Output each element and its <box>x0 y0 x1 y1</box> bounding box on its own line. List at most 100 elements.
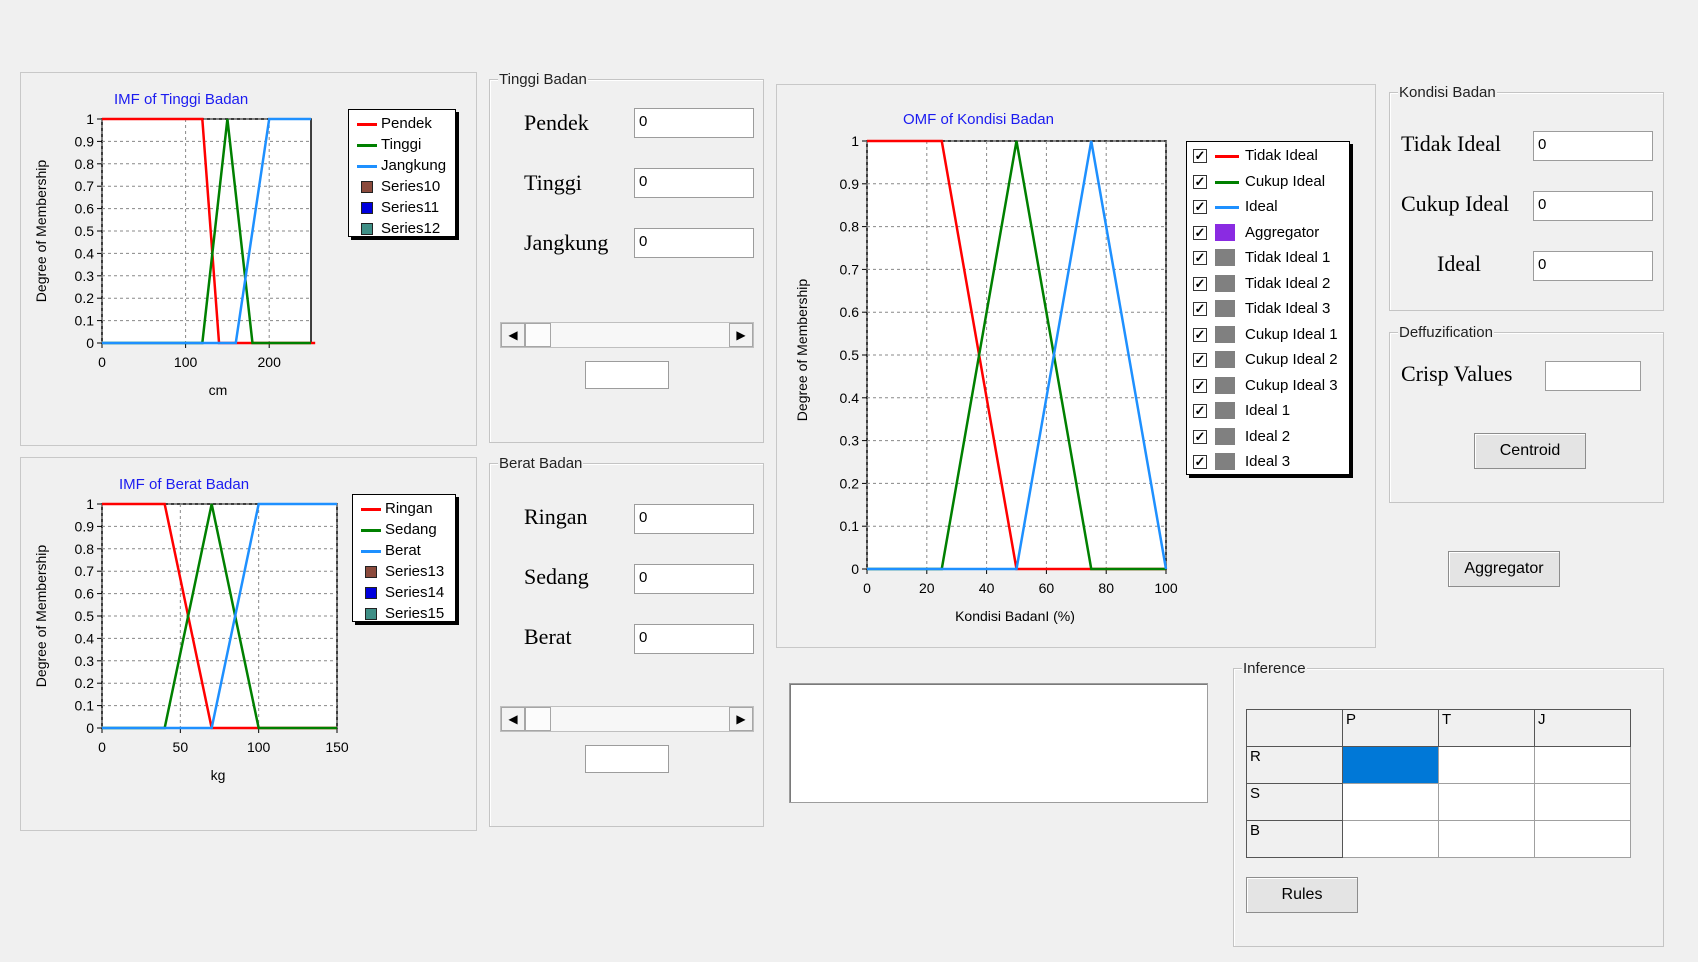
table-cell[interactable] <box>1534 746 1631 784</box>
header-cell: P <box>1342 709 1439 747</box>
table-cell[interactable] <box>1342 746 1439 784</box>
y-tick-label: 1 <box>86 111 94 127</box>
y-tick-label: 0.9 <box>840 176 860 192</box>
y-tick-label: 0 <box>86 720 94 736</box>
legend-checkbox[interactable]: ✓ <box>1193 199 1207 214</box>
y-tick-label: 0.6 <box>75 201 95 217</box>
scroll-thumb[interactable] <box>525 323 551 347</box>
y-axis-label: Degree of Membership <box>794 279 810 422</box>
legend-label: Series12 <box>381 220 441 237</box>
legend-label: Series15 <box>385 605 445 622</box>
legend-label: Berat <box>385 542 421 559</box>
legend-swatch <box>365 566 377 578</box>
legend-checkbox[interactable]: ✓ <box>1193 250 1207 265</box>
pendek-label: Pendek <box>524 110 589 135</box>
scroll-thumb[interactable] <box>525 707 551 731</box>
legend-checkbox[interactable]: ✓ <box>1193 301 1207 316</box>
legend-checkbox[interactable]: ✓ <box>1193 148 1207 163</box>
y-tick-label: 0.2 <box>840 475 860 491</box>
legend-swatch <box>1215 376 1235 394</box>
pendek-input[interactable]: 0 <box>634 108 754 138</box>
legend-label: Tidak Ideal 2 <box>1245 274 1331 292</box>
legend-label: Jangkung <box>381 157 447 174</box>
legend-checkbox[interactable]: ✓ <box>1193 428 1207 444</box>
table-cell[interactable] <box>1438 746 1535 784</box>
ideal-input[interactable]: 0 <box>1533 251 1653 281</box>
table-cell[interactable] <box>1342 783 1439 821</box>
table-cell[interactable] <box>1438 820 1535 858</box>
y-tick-label: 0.3 <box>75 268 95 284</box>
deffuzification-group: Deffuzification Crisp Values Centroid <box>1389 324 1664 503</box>
ringan-input[interactable]: 0 <box>634 504 754 534</box>
legend-checkbox[interactable]: ✓ <box>1193 173 1207 189</box>
chart-title: IMF of Berat Badan <box>119 476 250 493</box>
y-tick-label: 0.5 <box>75 608 95 624</box>
tinggi-scrollbar[interactable]: ◀ ▶ <box>500 322 754 348</box>
series-line-jangkung <box>102 117 311 345</box>
berat-input[interactable]: 0 <box>634 624 754 654</box>
table-cell[interactable] <box>1342 820 1439 858</box>
legend-checkbox[interactable]: ✓ <box>1193 377 1207 393</box>
legend-swatch <box>357 123 377 126</box>
x-tick-label: 40 <box>979 580 995 596</box>
x-tick-label: 100 <box>1154 580 1178 596</box>
crisp-values-label: Crisp Values <box>1401 361 1513 386</box>
legend-label: Cukup Ideal <box>1245 172 1326 190</box>
berat-label: Berat <box>524 624 572 649</box>
scroll-right-icon[interactable]: ▶ <box>729 323 753 347</box>
y-tick-label: 0.9 <box>75 518 95 534</box>
output-textarea[interactable] <box>789 683 1208 803</box>
row-header: S <box>1246 783 1343 821</box>
omf-kondisi-panel: OMF of Kondisi Badan 1 0.9 0.8 0.7 0.6 0.5 0.4… <box>776 84 1376 648</box>
tidak-ideal-input[interactable]: 0 <box>1533 131 1653 161</box>
chart-title: OMF of Kondisi Badan <box>903 111 1054 128</box>
y-tick-label: 0.5 <box>75 223 95 239</box>
legend-checkbox[interactable]: ✓ <box>1193 403 1207 418</box>
y-tick-label: 0.7 <box>840 261 860 277</box>
legend-checkbox[interactable]: ✓ <box>1193 224 1207 240</box>
legend-checkbox[interactable]: ✓ <box>1193 454 1207 469</box>
legend-swatch <box>1215 180 1239 184</box>
scroll-left-icon[interactable]: ◀ <box>501 323 525 347</box>
chart-legend: ✓ Tidak Ideal ✓ Cukup Ideal ✓ Ideal ✓ Aggregato… <box>1186 141 1350 475</box>
y-axis-label: Degree of Membership <box>33 545 49 688</box>
legend-swatch <box>361 202 373 214</box>
berat-badan-group: Berat Badan Ringan 0 Sedang 0 Berat 0 ◀ … <box>489 455 764 827</box>
rules-button[interactable]: Rules <box>1246 877 1358 913</box>
y-tick-label: 0.8 <box>840 219 860 235</box>
y-tick-label: 0.6 <box>75 586 95 602</box>
table-cell[interactable] <box>1534 783 1631 821</box>
berat-scrollbar[interactable]: ◀ ▶ <box>500 706 754 732</box>
aggregator-button[interactable]: Aggregator <box>1448 551 1560 587</box>
legend-swatch <box>361 550 381 553</box>
legend-swatch <box>1215 427 1235 445</box>
header-cell <box>1246 709 1343 747</box>
jangkung-input[interactable]: 0 <box>634 228 754 258</box>
centroid-button[interactable]: Centroid <box>1474 433 1586 469</box>
kondisi-badan-group: Kondisi Badan Tidak Ideal 0 Cukup Ideal … <box>1389 84 1664 311</box>
table-cell[interactable] <box>1438 783 1535 821</box>
sedang-input[interactable]: 0 <box>634 564 754 594</box>
group-legend: Berat Badan <box>498 455 584 472</box>
legend-swatch <box>1215 206 1239 209</box>
crisp-values-input[interactable] <box>1545 361 1641 391</box>
scroll-right-icon[interactable]: ▶ <box>729 707 753 731</box>
legend-swatch <box>365 608 377 620</box>
berat-value-field[interactable] <box>585 745 669 773</box>
table-cell[interactable] <box>1534 820 1631 858</box>
legend-swatch <box>1215 453 1235 470</box>
tinggi-value-field[interactable] <box>585 361 669 389</box>
legend-checkbox[interactable]: ✓ <box>1193 275 1207 291</box>
legend-checkbox[interactable]: ✓ <box>1193 352 1207 367</box>
cukup-ideal-input[interactable]: 0 <box>1533 191 1653 221</box>
y-tick-label: 0.7 <box>75 563 95 579</box>
legend-swatch <box>1215 300 1235 317</box>
inference-group: Inference P T J R S B Rules <box>1233 660 1664 947</box>
legend-swatch <box>1215 402 1235 419</box>
tinggi-input[interactable]: 0 <box>634 168 754 198</box>
y-tick-label: 0.6 <box>840 304 860 320</box>
legend-checkbox[interactable]: ✓ <box>1193 326 1207 342</box>
scroll-left-icon[interactable]: ◀ <box>501 707 525 731</box>
ideal-label: Ideal <box>1437 251 1481 276</box>
group-legend: Inference <box>1242 660 1307 677</box>
